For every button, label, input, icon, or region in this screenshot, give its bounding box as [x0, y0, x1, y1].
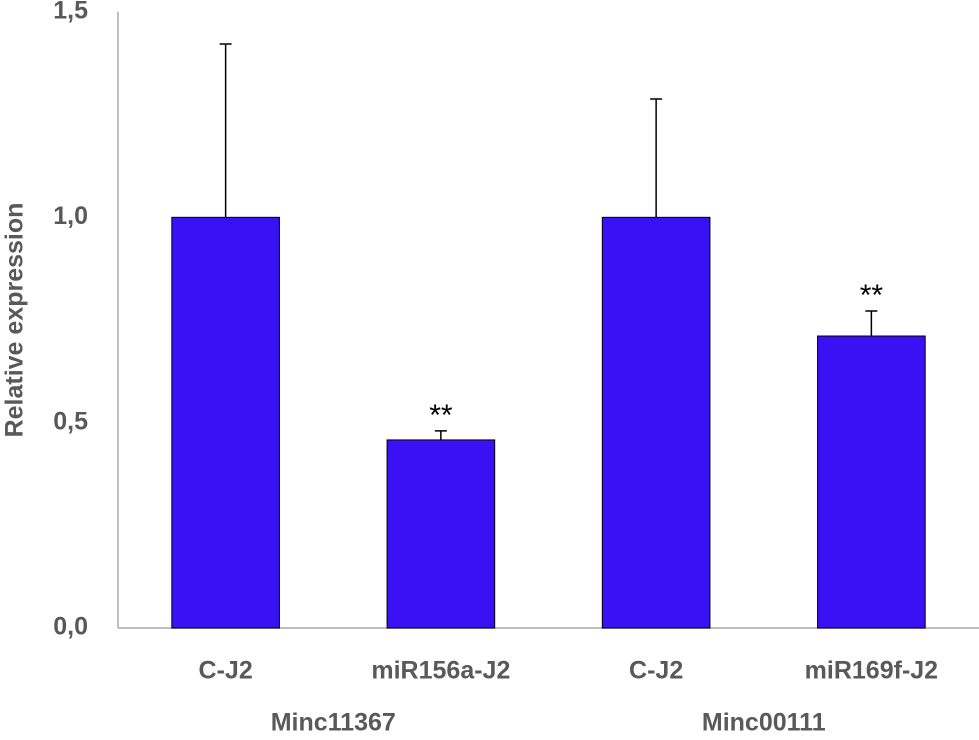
bar: [171, 216, 280, 629]
error-bar: [219, 43, 232, 218]
error-bar: [434, 430, 447, 440]
x-tick-label: C-J2: [629, 657, 683, 685]
group-label: Minc00111: [702, 709, 826, 737]
y-tick-label: 0,0: [53, 613, 88, 641]
bar: [601, 216, 711, 629]
y-tick-label: 0,5: [53, 407, 88, 435]
x-tick-label: C-J2: [199, 657, 253, 685]
x-tick-label: miR156a-J2: [371, 657, 510, 685]
y-tick-label: 1,5: [53, 0, 88, 25]
annotation: **: [860, 279, 884, 312]
bar: [817, 335, 926, 629]
group-label: Minc11367: [271, 709, 396, 737]
error-bar: [865, 310, 878, 337]
y-tick-label: 1,0: [53, 202, 88, 230]
error-bar: [650, 98, 663, 218]
x-tick-label: miR169f-J2: [805, 657, 938, 685]
annotation: **: [429, 399, 453, 432]
y-axis-label: Relative expression: [1, 203, 29, 438]
bar: [386, 439, 496, 629]
